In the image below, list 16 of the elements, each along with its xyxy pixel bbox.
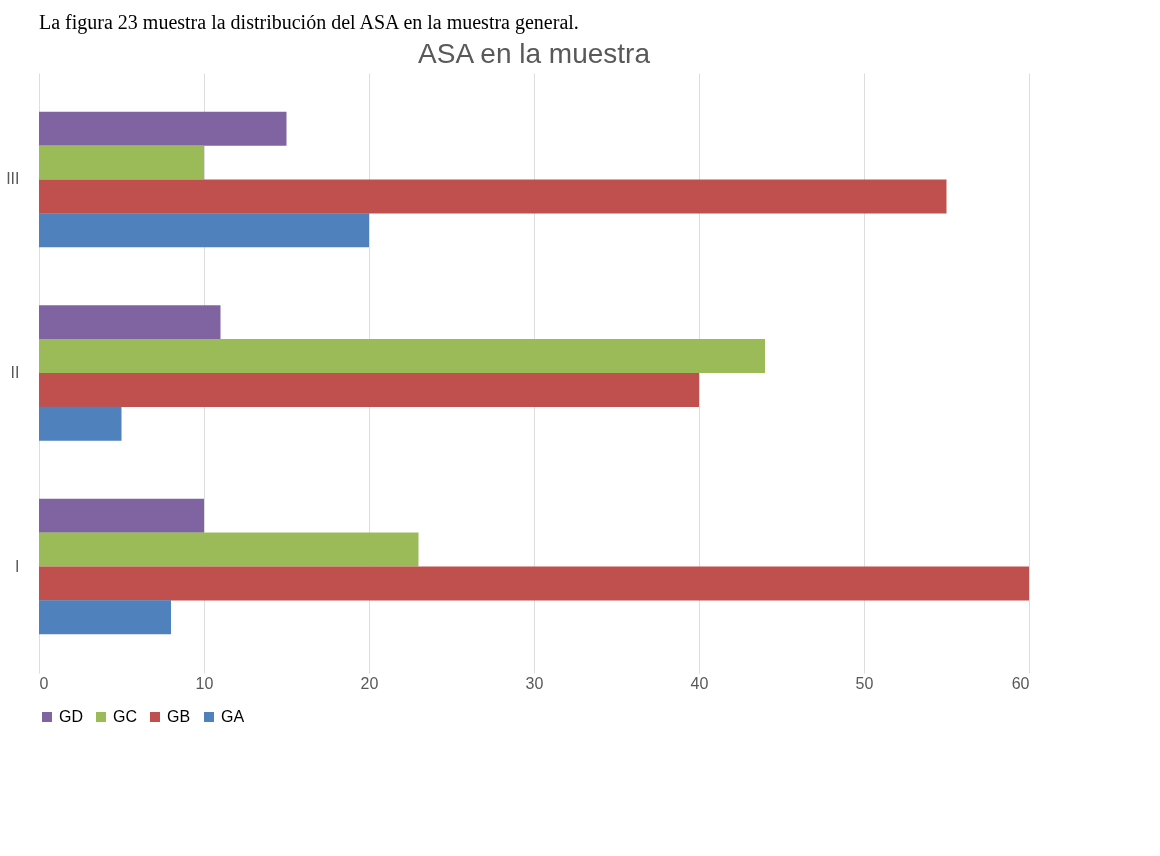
x-tick-label: 10 [195,674,214,692]
x-tick-label: 60 [1011,674,1030,692]
y-tick-label: I [15,557,20,575]
x-tick-label: 0 [39,674,49,692]
x-tick-label: 50 [855,674,874,692]
chart-title: ASA en la muestra [418,38,651,69]
y-tick-label: III [6,170,20,188]
text: La figura 23 muestra la distribución del ASA en la muestra general. [39,11,579,34]
legend-label: GD [59,708,83,725]
legend-label: GA [221,708,245,725]
x-tick-label: 20 [360,674,379,692]
legend-label: GC [113,708,137,725]
x-tick-label: 40 [690,674,709,692]
y-tick-label: II [10,364,20,381]
legend-label: GB [167,708,191,725]
x-tick-label: 30 [525,674,544,692]
